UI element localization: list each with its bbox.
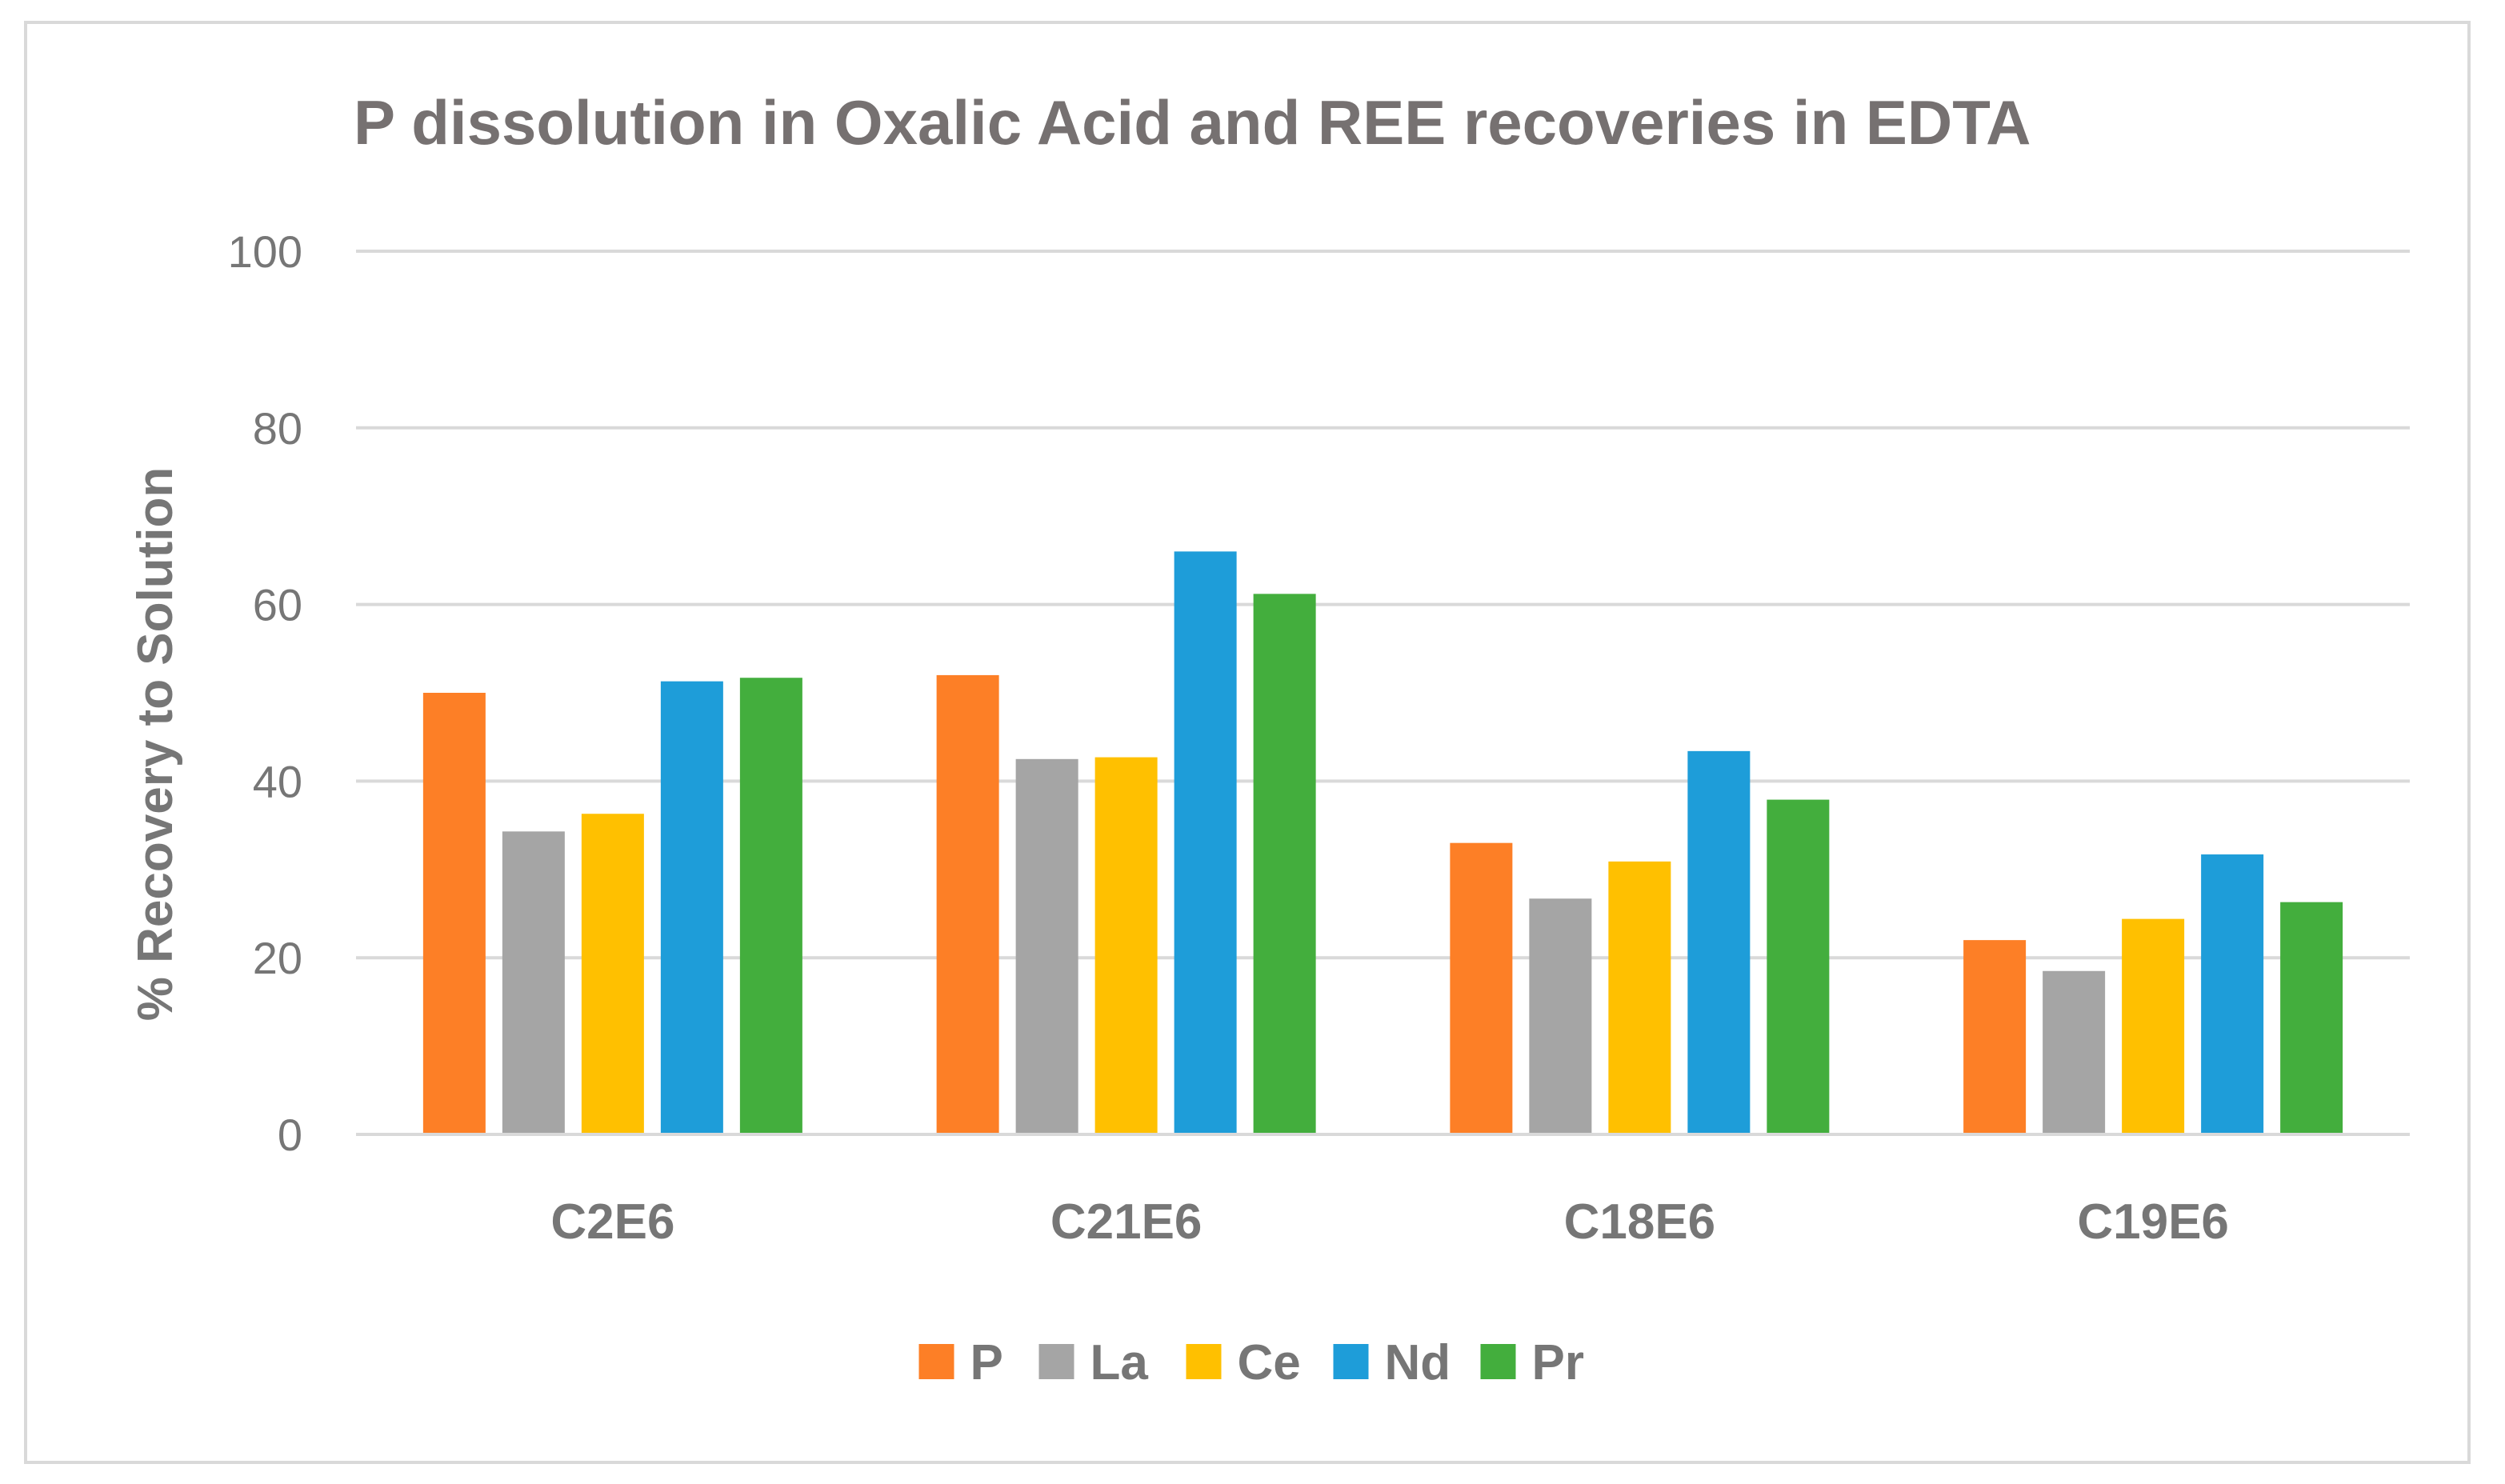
y-tick-label: 20	[253, 933, 302, 983]
bar-c19e6-nd	[2201, 854, 2264, 1134]
legend-swatch-la	[1038, 1344, 1074, 1379]
legend-label-pr: Pr	[1532, 1335, 1584, 1390]
y-tick-label: 60	[253, 580, 302, 630]
chart-title: P dissolution in Oxalic Acid and REE rec…	[354, 87, 2031, 158]
bar-c21e6-pr	[1253, 594, 1316, 1134]
bar-c21e6-nd	[1174, 551, 1237, 1134]
y-tick-label: 100	[228, 226, 302, 277]
bar-c18e6-la	[1529, 898, 1592, 1134]
y-axis-ticks: 0 20 40 60 80 100	[228, 226, 302, 1160]
x-tick-label: C18E6	[1564, 1194, 1716, 1250]
y-axis-label: % Recovery to Solution	[128, 467, 183, 1021]
legend-label-nd: Nd	[1385, 1335, 1451, 1390]
bar-c19e6-ce	[2122, 918, 2185, 1134]
x-tick-label: C21E6	[1050, 1194, 1202, 1250]
bar-c21e6-p	[936, 674, 999, 1134]
bar-c2e6-pr	[739, 678, 802, 1134]
y-tick-label: 80	[253, 403, 302, 454]
y-tick-label: 0	[278, 1110, 302, 1160]
legend-label-p: P	[970, 1335, 1003, 1390]
bar-c21e6-ce	[1094, 757, 1158, 1134]
legend-label-la: La	[1090, 1335, 1149, 1390]
legend-label-ce: Ce	[1238, 1335, 1301, 1390]
x-tick-label: C19E6	[2077, 1194, 2229, 1250]
bar-c18e6-nd	[1687, 750, 1751, 1134]
legend-swatch-pr	[1480, 1344, 1516, 1379]
x-axis-ticks: C2E6 C21E6 C18E6 C19E6	[550, 1194, 2229, 1250]
bar-c19e6-pr	[2280, 902, 2343, 1134]
bar-c2e6-la	[502, 831, 565, 1134]
legend-swatch-p	[918, 1344, 954, 1379]
legend: P La Ce Nd Pr	[918, 1335, 1584, 1390]
bar-c2e6-p	[422, 693, 486, 1134]
bar-c19e6-la	[2043, 970, 2106, 1134]
bar-c18e6-ce	[1608, 861, 1671, 1134]
bar-c19e6-p	[1963, 940, 2027, 1134]
bar-c2e6-ce	[581, 814, 644, 1134]
bar-c2e6-nd	[660, 681, 723, 1134]
x-tick-label: C2E6	[550, 1194, 674, 1250]
bar-c21e6-la	[1015, 758, 1078, 1134]
legend-swatch-nd	[1333, 1344, 1369, 1379]
bars	[422, 551, 2343, 1134]
y-tick-label: 40	[253, 756, 302, 806]
bar-c18e6-p	[1450, 842, 1513, 1134]
legend-swatch-ce	[1186, 1344, 1222, 1379]
bar-c18e6-pr	[1767, 799, 1830, 1134]
